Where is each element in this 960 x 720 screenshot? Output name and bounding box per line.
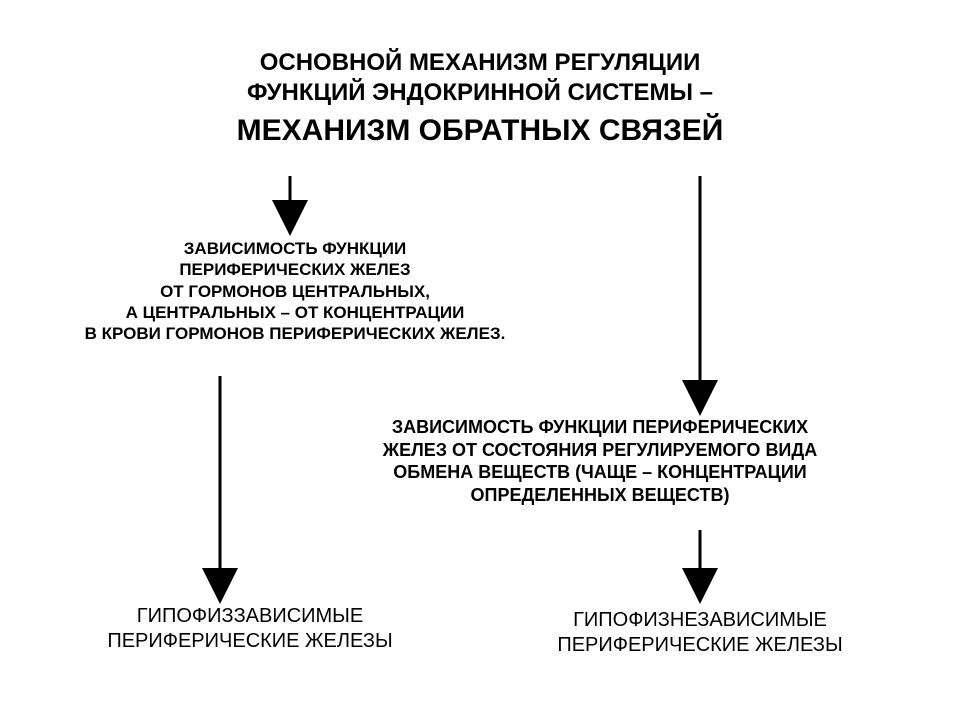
left-leaf: ГИПОФИЗЗАВИСИМЫЕ ПЕРИФЕРИЧЕСКИЕ ЖЕЛЕЗЫ [60,604,440,654]
right-leaf-l2: ПЕРИФЕРИЧЕСКИЕ ЖЕЛЕЗЫ [500,633,900,658]
left-desc-l3: ОТ ГОРМОНОВ ЦЕНТРАЛЬНЫХ, [60,281,530,302]
left-desc-l5: В КРОВИ ГОРМОНОВ ПЕРИФЕРИЧЕСКИХ ЖЕЛЕЗ. [60,323,530,344]
right-desc-l3: ОБМЕНА ВЕЩЕСТВ (ЧАЩЕ – КОНЦЕНТРАЦИИ [300,461,900,484]
diagram-canvas: ОСНОВНОЙ МЕХАНИЗМ РЕГУЛЯЦИИ ФУНКЦИЙ ЭНДО… [0,0,960,720]
left-leaf-l2: ПЕРИФЕРИЧЕСКИЕ ЖЕЛЕЗЫ [60,629,440,654]
right-desc-l1: ЗАВИСИМОСТЬ ФУНКЦИИ ПЕРИФЕРИЧЕСКИХ [300,416,900,439]
left-desc-l4: А ЦЕНТРАЛЬНЫХ – ОТ КОНЦЕНТРАЦИИ [60,302,530,323]
right-leaf-l1: ГИПОФИЗНЕЗАВИСИМЫЕ [500,608,900,633]
right-desc-l4: ОПРЕДЕЛЕННЫХ ВЕЩЕСТВ) [300,484,900,507]
left-description: ЗАВИСИМОСТЬ ФУНКЦИИ ПЕРИФЕРИЧЕСКИХ ЖЕЛЕЗ… [60,238,530,344]
left-desc-l1: ЗАВИСИМОСТЬ ФУНКЦИИ [60,238,530,259]
right-desc-l2: ЖЕЛЕЗ ОТ СОСТОЯНИЯ РЕГУЛИРУЕМОГО ВИДА [300,439,900,462]
left-desc-l2: ПЕРИФЕРИЧЕСКИХ ЖЕЛЕЗ [60,259,530,280]
right-description: ЗАВИСИМОСТЬ ФУНКЦИИ ПЕРИФЕРИЧЕСКИХ ЖЕЛЕЗ… [300,416,900,506]
right-leaf: ГИПОФИЗНЕЗАВИСИМЫЕ ПЕРИФЕРИЧЕСКИЕ ЖЕЛЕЗЫ [500,608,900,658]
left-leaf-l1: ГИПОФИЗЗАВИСИМЫЕ [60,604,440,629]
